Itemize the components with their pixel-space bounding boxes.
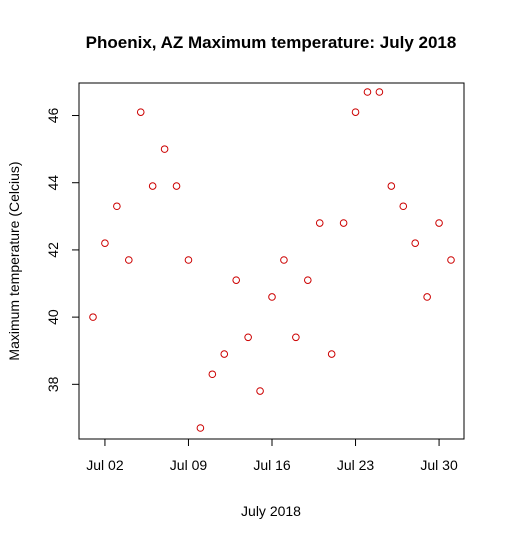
data-point xyxy=(244,333,252,342)
data-point xyxy=(256,387,264,395)
data-point xyxy=(184,256,193,264)
data-point xyxy=(339,219,348,227)
x-tick-label: Jul 30 xyxy=(420,457,458,473)
x-tick-label: Jul 02 xyxy=(86,457,124,473)
data-point xyxy=(101,239,109,247)
data-point xyxy=(351,108,360,116)
y-tick-label: 44 xyxy=(45,175,61,191)
x-tick-label: Jul 16 xyxy=(253,457,291,473)
data-point xyxy=(89,313,97,321)
data-point xyxy=(387,182,396,190)
y-tick-label: 40 xyxy=(45,309,61,325)
data-point xyxy=(292,333,300,342)
data-point xyxy=(423,293,431,301)
data-point xyxy=(196,424,205,432)
y-axis-label: Maximum temperature (Celcius) xyxy=(6,161,22,360)
data-point xyxy=(172,182,181,190)
x-tick-label: Jul 23 xyxy=(337,457,375,473)
data-point xyxy=(208,370,217,379)
data-point xyxy=(136,108,145,116)
data-point xyxy=(268,293,276,301)
y-tick-label: 42 xyxy=(45,242,61,258)
y-axis: 38 40 42 44 46 xyxy=(45,108,80,392)
data-point xyxy=(113,202,121,211)
x-axis: Jul 02 Jul 09 Jul 16 Jul 23 Jul 30 xyxy=(86,438,458,473)
data-point xyxy=(315,219,324,227)
data-point xyxy=(399,202,408,211)
data-point xyxy=(220,350,229,358)
data-point xyxy=(375,88,384,96)
data-point xyxy=(125,256,133,264)
data-point xyxy=(160,145,169,153)
data-point xyxy=(232,276,240,284)
x-tick-label: Jul 09 xyxy=(170,457,208,473)
data-point xyxy=(280,256,288,264)
data-point xyxy=(447,256,455,264)
data-point xyxy=(435,219,443,227)
x-axis-label: July 2018 xyxy=(241,503,301,519)
data-point xyxy=(363,88,372,96)
data-point xyxy=(148,182,157,190)
data-point xyxy=(327,350,336,358)
plot-frame xyxy=(78,82,465,440)
y-tick-label: 46 xyxy=(45,108,61,124)
chart-title: Phoenix, AZ Maximum temperature: July 20… xyxy=(86,33,457,52)
y-tick-label: 38 xyxy=(45,376,61,392)
data-point xyxy=(411,239,420,247)
data-point xyxy=(304,276,312,284)
data-points xyxy=(89,88,455,432)
